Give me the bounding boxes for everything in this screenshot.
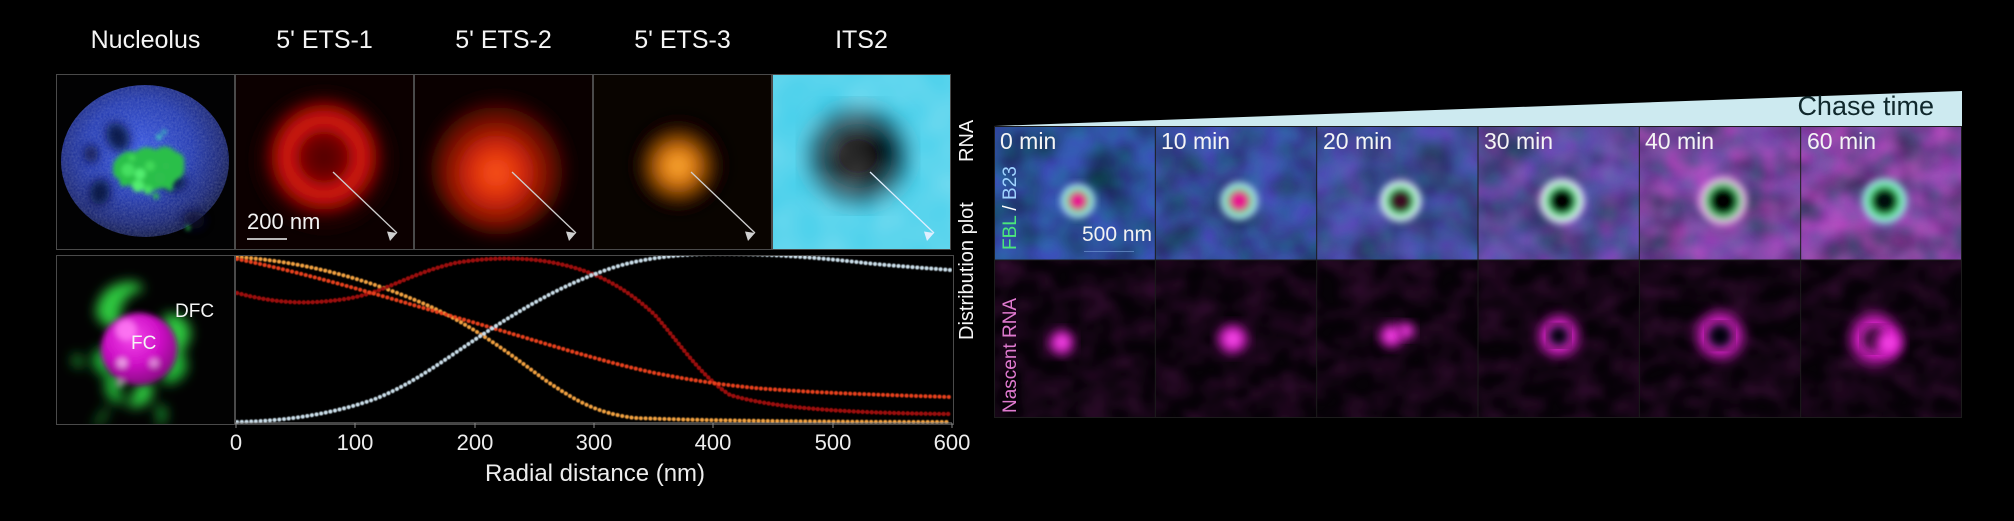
svg-text:100: 100 [337,430,374,455]
svg-text:300: 300 [576,430,613,455]
svg-text:400: 400 [695,430,732,455]
svg-text:500: 500 [815,430,852,455]
svg-text:DFC: DFC [175,301,214,322]
svg-text:FC: FC [131,333,156,354]
svg-text:Chase time: Chase time [1797,91,1934,121]
svg-text:0: 0 [230,430,242,455]
svg-text:600: 600 [934,430,971,455]
svg-text:200: 200 [457,430,494,455]
svg-text:200 nm: 200 nm [247,209,320,234]
